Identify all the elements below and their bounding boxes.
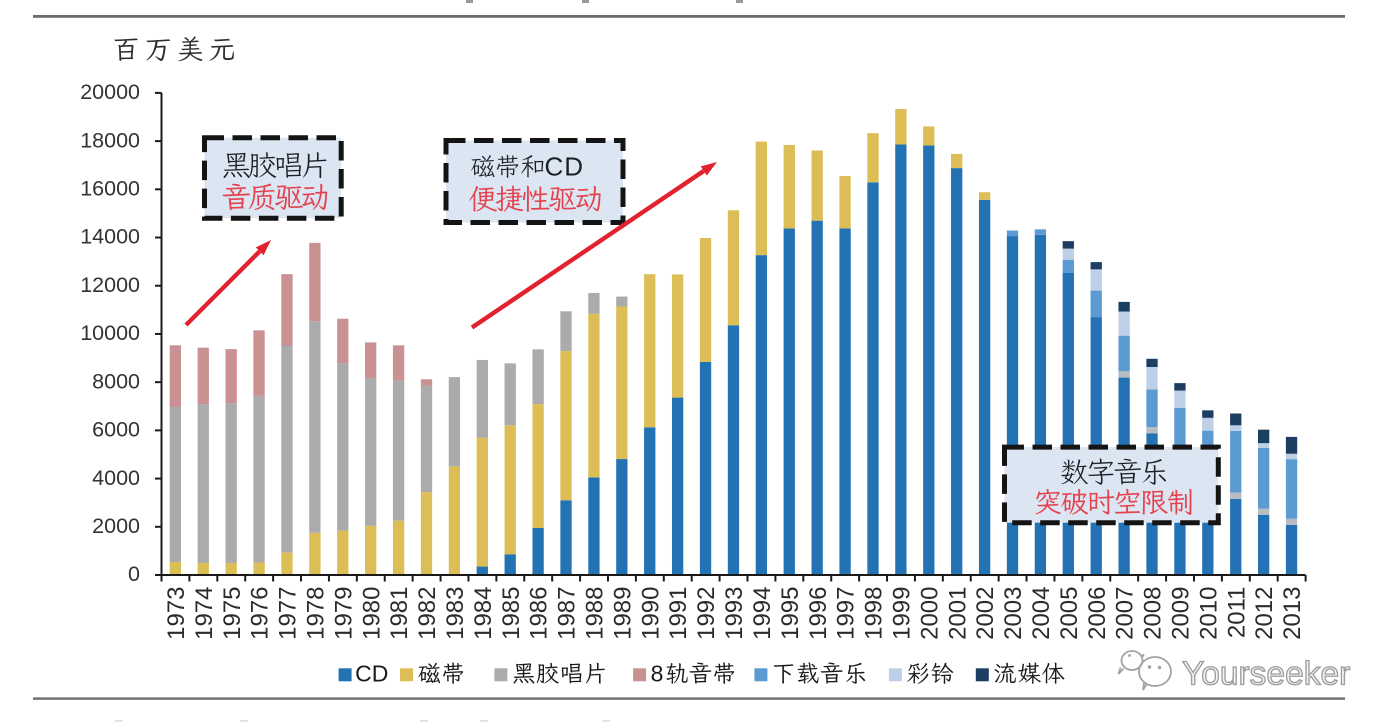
svg-text:2011: 2011 [1223,587,1250,639]
svg-text:1991: 1991 [665,587,692,640]
svg-text:2002: 2002 [972,587,999,640]
svg-text:2004: 2004 [1028,587,1055,640]
svg-text:CD: CD [545,151,585,181]
svg-text:1976: 1976 [247,587,274,640]
svg-text:18000: 18000 [80,128,140,152]
svg-text:1987: 1987 [554,587,581,640]
svg-text:1984: 1984 [470,587,497,640]
svg-text:8: 8 [651,661,664,687]
svg-text:8000: 8000 [92,369,140,393]
svg-text:1979: 1979 [330,587,357,640]
svg-text:1983: 1983 [442,587,469,640]
svg-text:1995: 1995 [777,587,804,640]
svg-text:1981: 1981 [386,587,413,640]
svg-text:2012: 2012 [1251,587,1278,640]
svg-text:1993: 1993 [721,587,748,640]
svg-text:20000: 20000 [80,80,140,104]
svg-text:1990: 1990 [637,587,664,640]
svg-text:4000: 4000 [92,466,140,490]
svg-text:1994: 1994 [749,587,776,640]
svg-text:1999: 1999 [888,587,915,640]
svg-text:6000: 6000 [92,418,140,442]
svg-text:1982: 1982 [414,587,441,640]
svg-text:1974: 1974 [191,587,218,640]
svg-text:2009: 2009 [1168,587,1195,640]
svg-text:2003: 2003 [1000,587,1027,640]
svg-text:1996: 1996 [805,587,832,640]
svg-text:1977: 1977 [275,587,302,640]
svg-text:2013: 2013 [1279,587,1306,640]
svg-text:Yourseeker: Yourseeker [1182,656,1350,693]
svg-text:14000: 14000 [80,225,140,249]
svg-text:1997: 1997 [833,587,860,640]
svg-text:1985: 1985 [498,587,525,640]
svg-text:2006: 2006 [1084,587,1111,640]
svg-text:1975: 1975 [219,587,246,640]
svg-text:0: 0 [128,562,140,586]
svg-text:2007: 2007 [1112,587,1139,640]
svg-text:1989: 1989 [609,587,636,640]
svg-text:12000: 12000 [80,273,140,297]
svg-text:1980: 1980 [358,587,385,640]
svg-text:2005: 2005 [1056,587,1083,640]
svg-text:2010: 2010 [1195,587,1222,640]
svg-text:16000: 16000 [80,177,140,201]
svg-text:1986: 1986 [526,587,553,640]
svg-text:2001: 2001 [944,587,971,640]
svg-text:1978: 1978 [302,587,329,640]
svg-text:2008: 2008 [1140,587,1167,640]
svg-text:1992: 1992 [693,587,720,640]
svg-text:CD: CD [355,661,388,687]
svg-text:2000: 2000 [92,514,140,538]
svg-text:1988: 1988 [582,587,609,640]
svg-text:10000: 10000 [80,321,140,345]
svg-text:1998: 1998 [861,587,888,640]
svg-text:2000: 2000 [916,587,943,640]
svg-text:1973: 1973 [163,587,190,640]
